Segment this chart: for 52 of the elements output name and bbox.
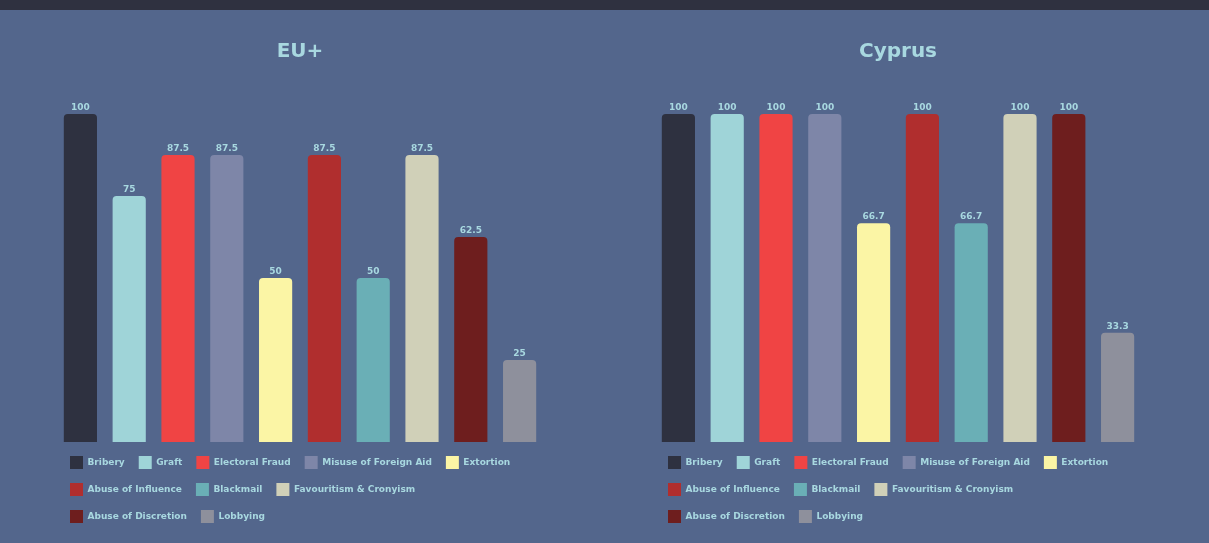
data-label: 100 <box>1010 101 1030 112</box>
data-label: 100 <box>913 101 932 112</box>
data-label: 87.5 <box>166 142 190 153</box>
legend-label: Graft <box>754 456 782 467</box>
bar <box>503 360 537 442</box>
data-label: 100 <box>1059 101 1079 112</box>
chart-title: EU+ <box>276 38 324 63</box>
legend-label: Extortion <box>1061 456 1109 467</box>
legend-label: Electoral Fraud <box>213 456 291 467</box>
data-label: 75 <box>122 183 136 194</box>
data-label: 25 <box>513 347 526 358</box>
legend-label: Bribery <box>685 456 723 467</box>
legend-label: Bribery <box>87 456 125 467</box>
data-label: 100 <box>815 101 835 112</box>
bar <box>356 278 390 442</box>
legend-label: Lobbying <box>218 510 266 521</box>
legend-label: Abuse of Discretion <box>87 510 187 521</box>
data-label: 100 <box>669 101 688 112</box>
legend-label: Lobbying <box>816 510 864 521</box>
legend-label: Extortion <box>463 456 511 467</box>
data-label: 62.5 <box>459 224 482 235</box>
bar <box>307 155 341 442</box>
legend-label: Blackmail <box>811 483 861 494</box>
legend-label: Graft <box>156 456 184 467</box>
bar <box>112 196 146 442</box>
bar <box>405 155 439 442</box>
bar <box>210 155 244 442</box>
data-label: 66.7 <box>960 211 983 222</box>
chart-title: Cyprus <box>858 38 938 63</box>
bar <box>259 278 293 442</box>
data-label: 87.5 <box>410 142 434 153</box>
data-label: 100 <box>717 101 737 112</box>
data-label: 33.3 <box>1106 320 1129 331</box>
data-label: 87.5 <box>313 142 336 153</box>
legend-label: Favouritism & Cronyism <box>891 483 1014 494</box>
bar <box>63 114 97 442</box>
legend-label: Blackmail <box>213 483 263 494</box>
legend-label: Abuse of Influence <box>685 483 780 494</box>
legend-label: Abuse of Discretion <box>685 510 785 521</box>
data-label: 100 <box>766 101 786 112</box>
legend-label: Misuse of Foreign Aid <box>322 456 432 467</box>
legend-label: Electoral Fraud <box>811 456 889 467</box>
bar <box>161 155 195 442</box>
data-label: 66.7 <box>862 211 885 222</box>
data-label: 50 <box>366 265 380 276</box>
bar <box>454 237 488 442</box>
data-label: 87.5 <box>215 142 238 153</box>
data-label: 100 <box>71 101 90 112</box>
legend-label: Abuse of Influence <box>87 483 182 494</box>
data-label: 50 <box>269 265 282 276</box>
legend-label: Favouritism & Cronyism <box>293 483 416 494</box>
legend-label: Misuse of Foreign Aid <box>920 456 1030 467</box>
